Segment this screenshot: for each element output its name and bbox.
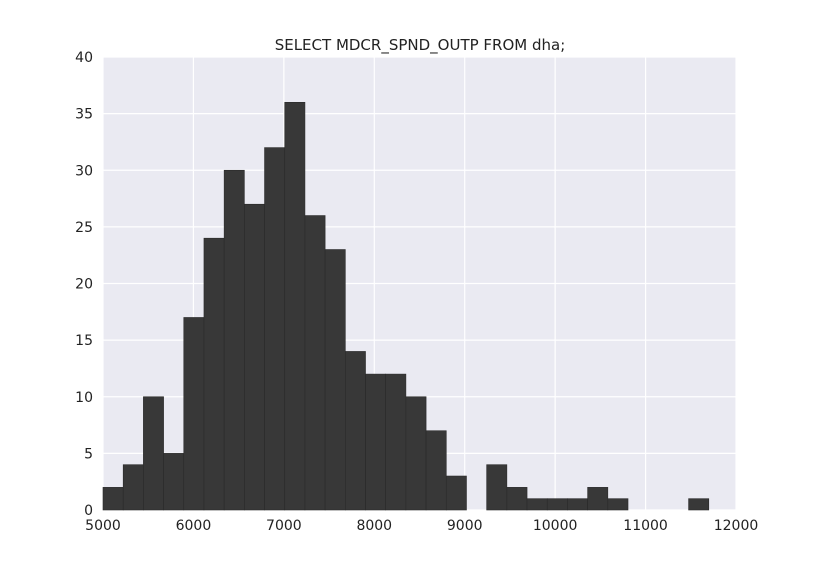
- histogram-bar: [122, 464, 144, 511]
- histogram-bar: [203, 237, 225, 511]
- y-axis-ticks: 0 5 10 15 20 25 30 35 40: [75, 50, 93, 519]
- histogram-bar: [607, 498, 629, 511]
- x-tick-label: 5000: [85, 518, 121, 534]
- y-tick-label: 30: [75, 163, 93, 179]
- x-tick-label: 6000: [176, 518, 212, 534]
- y-tick-label: 25: [75, 220, 93, 236]
- histogram-bar: [102, 487, 124, 511]
- x-axis-ticks: 5000 6000 7000 8000 9000 10000 11000 12000: [85, 518, 758, 534]
- histogram-bar: [445, 475, 467, 511]
- histogram-bar: [365, 373, 386, 511]
- y-tick-label: 0: [84, 503, 93, 519]
- x-tick-label: 11000: [623, 518, 668, 534]
- y-tick-label: 20: [75, 277, 93, 293]
- histogram-bar: [405, 396, 427, 511]
- histogram-bar: [163, 453, 185, 511]
- histogram-bar: [425, 430, 447, 511]
- bars-group: [102, 102, 710, 511]
- histogram-bar: [546, 498, 568, 511]
- histogram-bar: [526, 498, 548, 511]
- histogram-bar: [244, 203, 265, 511]
- histogram-bar: [385, 373, 407, 511]
- histogram-bar: [567, 498, 588, 511]
- histogram-bar: [587, 487, 609, 511]
- y-tick-label: 10: [75, 390, 93, 406]
- chart-title: SELECT MDCR_SPND_OUTP FROM dha;: [275, 36, 566, 55]
- x-tick-label: 9000: [447, 518, 483, 534]
- y-tick-label: 15: [75, 333, 93, 349]
- y-tick-label: 35: [75, 107, 93, 123]
- x-tick-label: 8000: [356, 518, 392, 534]
- histogram-bar: [264, 147, 286, 511]
- histogram-bar: [486, 464, 508, 511]
- histogram-bar: [324, 249, 346, 511]
- histogram-bar: [506, 487, 528, 511]
- histogram-bar: [284, 102, 306, 511]
- histogram-bar: [183, 317, 205, 511]
- x-tick-label: 12000: [714, 518, 759, 534]
- x-tick-label: 7000: [266, 518, 302, 534]
- histogram-bar: [143, 396, 164, 511]
- histogram-bar: [688, 498, 710, 511]
- histogram-bar: [304, 215, 326, 511]
- histogram-bar: [345, 351, 366, 511]
- histogram-bar: [223, 169, 245, 511]
- x-tick-label: 10000: [533, 518, 578, 534]
- y-tick-label: 5: [84, 446, 93, 462]
- y-tick-label: 40: [75, 50, 93, 66]
